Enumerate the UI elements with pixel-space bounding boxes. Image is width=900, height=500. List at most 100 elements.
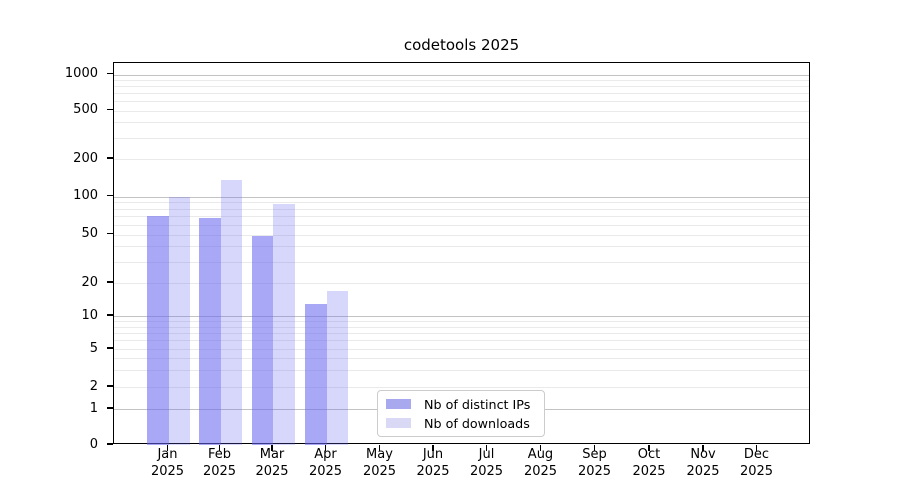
bar-distinct-ips — [305, 303, 327, 445]
minor-gridline — [114, 137, 809, 139]
y-tick — [106, 232, 113, 235]
legend-label-downloads: Nb of downloads — [424, 415, 530, 431]
x-tick — [432, 444, 434, 451]
x-tick-year: 2025 — [362, 463, 397, 479]
y-tick — [106, 194, 113, 197]
x-tick — [166, 444, 169, 451]
x-tick-year: 2025 — [469, 463, 504, 479]
y-tick — [106, 157, 113, 159]
x-tick-month: Apr — [314, 447, 337, 462]
x-tick-label: Jul 2025 — [455, 447, 519, 480]
minor-gridline — [114, 321, 809, 323]
major-gridline — [114, 196, 809, 198]
x-tick — [378, 444, 381, 451]
x-tick-month: May — [366, 447, 393, 462]
minor-gridline — [114, 202, 809, 204]
x-tick-label: Apr 2025 — [294, 447, 358, 480]
minor-gridline — [114, 101, 809, 103]
x-tick — [648, 444, 650, 451]
minor-gridline — [114, 234, 809, 236]
minor-gridline — [114, 326, 809, 328]
y-tick — [106, 108, 113, 111]
minor-gridline — [114, 122, 809, 124]
x-tick — [539, 444, 542, 451]
x-tick-label: Dec 2025 — [725, 447, 789, 480]
minor-gridline — [114, 110, 809, 112]
minor-gridline — [114, 283, 809, 284]
y-tick — [106, 314, 113, 316]
y-tick-label: 10 — [81, 307, 98, 323]
y-tick-label: 500 — [73, 102, 98, 117]
x-tick — [593, 444, 596, 451]
y-tick — [106, 407, 113, 409]
minor-gridline — [114, 387, 809, 388]
x-tick-label: Oct 2025 — [617, 447, 681, 480]
legend-label-distinct-ips: Nb of distinct IPs — [424, 396, 531, 412]
x-tick-year: 2025 — [416, 463, 450, 479]
legend: Nb of distinct IPs Nb of downloads — [377, 390, 545, 437]
major-gridline — [114, 316, 809, 317]
x-tick-year: 2025 — [523, 463, 558, 479]
x-tick-year: 2025 — [739, 463, 774, 479]
minor-gridline — [114, 340, 809, 342]
x-tick-label: Sep 2025 — [563, 447, 627, 480]
x-tick-label: Mar 2025 — [240, 447, 304, 480]
y-tick — [106, 72, 113, 75]
x-tick — [218, 444, 221, 451]
x-tick-year: 2025 — [632, 463, 666, 479]
bar-downloads — [273, 204, 295, 445]
x-tick — [755, 444, 758, 451]
bar-distinct-ips — [199, 217, 221, 445]
x-tick-label: May 2025 — [348, 447, 412, 480]
minor-gridline — [114, 358, 809, 360]
y-tick — [106, 385, 113, 387]
y-tick — [106, 347, 113, 349]
x-tick-year: 2025 — [577, 463, 612, 479]
major-gridline — [114, 74, 809, 76]
x-tick-month: Sep — [582, 447, 607, 462]
minor-gridline — [114, 216, 809, 218]
minor-gridline — [114, 224, 809, 226]
y-tick-label: 200 — [73, 150, 98, 166]
x-tick-year: 2025 — [686, 463, 720, 479]
minor-gridline — [114, 349, 809, 350]
plot-area — [113, 62, 810, 445]
minor-gridline — [114, 79, 809, 81]
x-tick-year: 2025 — [308, 463, 343, 479]
x-tick — [702, 444, 704, 451]
x-tick — [485, 444, 488, 451]
x-tick-month: Jun — [422, 447, 444, 462]
minor-gridline — [114, 261, 809, 263]
x-tick-year: 2025 — [255, 463, 289, 479]
legend-item-downloads: Nb of downloads — [386, 416, 536, 431]
y-tick-label: 100 — [73, 188, 98, 203]
x-tick-month: Jul — [478, 447, 495, 462]
x-tick-month: Nov — [690, 447, 716, 462]
x-tick-year: 2025 — [150, 463, 185, 479]
y-tick — [106, 443, 113, 445]
x-tick-month: Aug — [527, 447, 554, 462]
bar-distinct-ips — [251, 235, 273, 445]
minor-gridline — [114, 86, 809, 88]
minor-gridline — [114, 370, 809, 372]
x-tick-month: Oct — [637, 447, 661, 462]
y-tick-label: 2 — [89, 378, 98, 394]
bar-downloads — [168, 196, 190, 445]
y-tick-label: 5 — [89, 340, 98, 356]
x-tick — [271, 444, 273, 451]
bar-downloads — [326, 290, 348, 445]
minor-gridline — [114, 332, 809, 334]
y-tick-label: 0 — [89, 436, 98, 452]
minor-gridline — [114, 93, 809, 95]
x-tick-label: Aug 2025 — [509, 447, 573, 480]
y-tick-label: 1000 — [64, 66, 98, 81]
x-tick-label: Jan 2025 — [136, 447, 200, 480]
legend-swatch-downloads-icon — [386, 417, 411, 429]
x-tick — [324, 444, 327, 451]
x-tick-month: Dec — [743, 447, 770, 462]
bar-distinct-ips — [147, 216, 169, 445]
y-tick-label: 1 — [89, 400, 98, 416]
x-tick-month: Jan — [157, 447, 178, 462]
y-tick-label: 20 — [81, 274, 98, 290]
